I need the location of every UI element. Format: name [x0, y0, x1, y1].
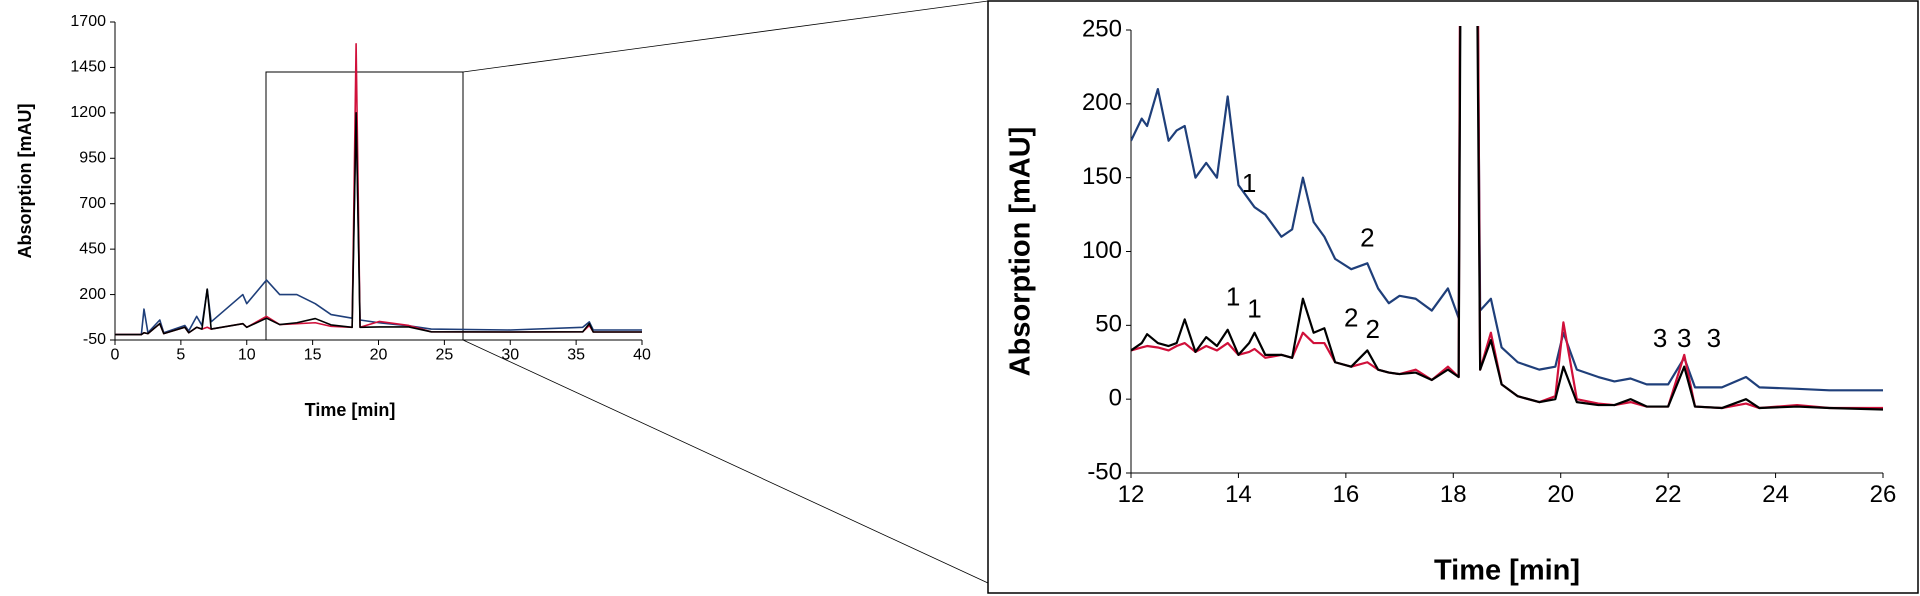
y-tick-label: -50	[1087, 458, 1122, 485]
x-tick-label: 10	[238, 346, 256, 363]
x-tick-label: 30	[501, 346, 519, 363]
y-tick-label: 1200	[70, 104, 106, 121]
x-axis-title: Time [min]	[1434, 555, 1580, 587]
y-tick-label: 200	[79, 286, 106, 303]
series-line	[115, 112, 642, 336]
y-tick-label: 1700	[70, 13, 106, 30]
y-tick-label: 1450	[70, 59, 106, 76]
x-tick-label: 20	[1547, 481, 1574, 508]
zoom-connector	[462, 0, 989, 73]
x-tick-label: 12	[1118, 481, 1145, 508]
peak-label: 2	[1344, 302, 1358, 332]
zoom-panel-frame	[987, 0, 1919, 594]
x-tick-label: 18	[1440, 481, 1467, 508]
y-axis-title: Absorption [mAU]	[15, 104, 35, 259]
peak-label: 1	[1247, 293, 1261, 323]
x-tick-label: 26	[1870, 481, 1897, 508]
x-axis-title: Time [min]	[305, 400, 396, 420]
x-tick-label: 16	[1333, 481, 1360, 508]
x-tick-label: 14	[1225, 481, 1252, 508]
y-tick-label: 700	[79, 195, 106, 212]
series-line	[1131, 26, 1883, 410]
x-tick-label: 0	[111, 346, 120, 363]
x-tick-label: 15	[304, 346, 322, 363]
y-axis-title: Absorption [mAU]	[1005, 127, 1037, 377]
x-tick-label: 35	[567, 346, 585, 363]
peak-label: 3	[1707, 323, 1721, 353]
y-tick-label: 200	[1082, 89, 1122, 116]
y-tick-label: 0	[1109, 385, 1122, 412]
peak-label: 3	[1653, 323, 1667, 353]
series-line	[115, 43, 642, 336]
series-line	[1131, 26, 1883, 392]
x-tick-label: 40	[633, 346, 651, 363]
y-tick-label: 50	[1095, 311, 1122, 338]
zoom-connector	[462, 339, 989, 584]
x-tick-label: 24	[1762, 481, 1789, 508]
x-tick-label: 20	[370, 346, 388, 363]
x-tick-label: 5	[176, 346, 185, 363]
y-tick-label: -50	[83, 331, 106, 348]
y-tick-label: 450	[79, 240, 106, 257]
y-tick-label: 150	[1082, 163, 1122, 190]
plot-lines	[115, 43, 642, 336]
peak-label: 2	[1360, 223, 1374, 253]
x-tick-label: 22	[1655, 481, 1682, 508]
y-tick-label: 250	[1082, 15, 1122, 42]
peak-label: 1	[1226, 282, 1240, 312]
plot-lines	[1131, 26, 1883, 411]
zoom-box	[265, 71, 464, 341]
peak-label: 2	[1365, 314, 1379, 344]
y-tick-label: 950	[79, 150, 106, 167]
series-line	[115, 112, 642, 336]
x-tick-label: 25	[435, 346, 453, 363]
series-line	[1131, 26, 1883, 411]
y-tick-label: 100	[1082, 237, 1122, 264]
peak-label: 3	[1677, 323, 1691, 353]
peak-label: 1	[1242, 168, 1256, 198]
